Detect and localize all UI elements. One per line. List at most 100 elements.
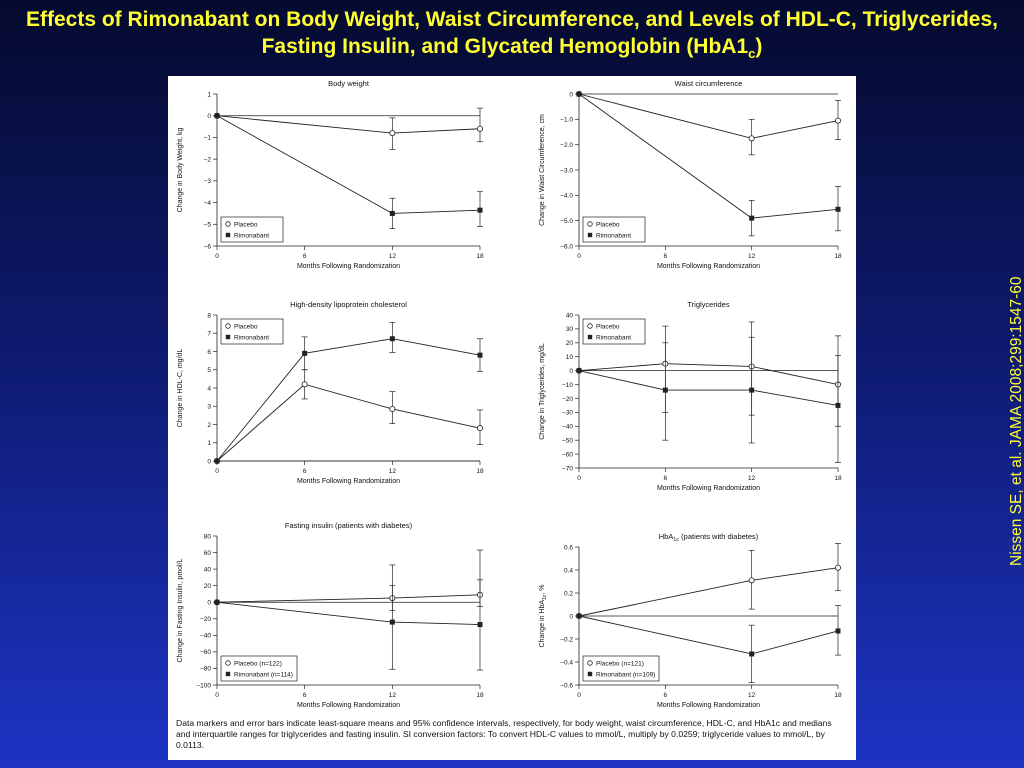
legend: Placebo Rimonabant xyxy=(582,318,646,345)
data-point-placebo xyxy=(835,564,842,571)
y-tick-label: 80 xyxy=(204,533,212,540)
figure-footnote: Data markers and error bars indicate lea… xyxy=(176,718,832,750)
figure-panel: Body weight −6 −5 −4 −3 −2 −1 0 1 0 6 12 18 Months Fo… xyxy=(168,76,856,760)
chart-1: Body weight −6 −5 −4 −3 −2 −1 0 1 0 6 12 18 Months Fo… xyxy=(177,79,484,270)
slide-title-end: ) xyxy=(755,35,763,58)
y-tick-label: −30 xyxy=(562,410,573,417)
y-tick-label: −40 xyxy=(562,424,573,431)
x-tick-label: 18 xyxy=(476,692,484,699)
data-point-rimonabant xyxy=(835,628,841,634)
legend-label: Placebo (n=121) xyxy=(596,660,644,667)
data-point-rimonabant xyxy=(214,113,220,119)
data-point-rimonabant xyxy=(749,215,755,221)
legend-marker-rimonabant xyxy=(587,671,593,677)
y-tick-label: −2 xyxy=(204,156,212,163)
data-point-rimonabant xyxy=(576,91,582,97)
y-tick-label: 0.4 xyxy=(564,567,573,574)
series-line-placebo xyxy=(578,567,839,617)
chart-6: HbA1c (patients with diabetes) −0.6 −0.4 −0… xyxy=(539,532,842,709)
x-tick-label: 18 xyxy=(834,692,842,699)
chart-3: High-density lipoprotein cholesterol 0 12 3… xyxy=(177,300,484,485)
y-tick-label: −100 xyxy=(196,682,211,689)
data-point-rimonabant xyxy=(214,599,220,605)
chart-title: Body weight xyxy=(328,79,370,88)
y-tick-label: −80 xyxy=(200,666,211,673)
y-tick-label: −40 xyxy=(200,633,211,640)
legend-box xyxy=(582,655,660,682)
y-tick-label: −6 xyxy=(204,243,212,250)
y-axis-label: Change in Fasting Insulin, pmol/L xyxy=(177,558,184,662)
data-point-rimonabant xyxy=(389,619,395,625)
y-tick-label: 7 xyxy=(207,331,211,338)
slide-title-text: Effects of Rimonabant on Body Weight, Wa… xyxy=(26,8,998,58)
x-tick-label: 18 xyxy=(834,253,842,260)
y-axis-label: Change in Waist Circumference, cm xyxy=(539,114,546,226)
data-point-placebo xyxy=(301,381,308,388)
data-point-placebo xyxy=(389,405,396,412)
x-tick-label: 12 xyxy=(389,692,397,699)
data-point-rimonabant xyxy=(389,210,395,216)
y-axis-label: Change in HDL-C, mg/dL xyxy=(177,349,184,428)
x-tick-label: 0 xyxy=(215,253,219,260)
y-tick-label: −0.4 xyxy=(560,659,573,666)
y-tick-label: −20 xyxy=(200,616,211,623)
legend-label: Rimonabant xyxy=(234,334,269,341)
legend-marker-rimonabant xyxy=(225,232,231,238)
x-tick-label: 6 xyxy=(664,253,668,260)
chart-title: Triglycerides xyxy=(687,300,729,309)
legend: Placebo Rimonabant xyxy=(582,216,646,243)
y-tick-label: −70 xyxy=(562,465,573,472)
series-line-rimonabant xyxy=(578,93,839,219)
data-point-placebo xyxy=(748,135,755,142)
data-point-rimonabant xyxy=(389,336,395,342)
data-point-rimonabant xyxy=(477,622,483,628)
y-tick-label: 5 xyxy=(207,367,211,374)
legend-marker-placebo xyxy=(587,323,593,329)
y-tick-label: 40 xyxy=(204,566,212,573)
x-tick-label: 12 xyxy=(748,692,756,699)
series-line-placebo xyxy=(216,115,481,134)
y-tick-label: 0.2 xyxy=(564,590,573,597)
y-tick-label: −50 xyxy=(562,437,573,444)
series-line-placebo xyxy=(216,594,481,603)
legend: Placebo Rimonabant xyxy=(220,216,284,243)
y-tick-label: 0 xyxy=(207,600,211,607)
legend-label: Rimonabant xyxy=(596,232,631,239)
data-point-rimonabant xyxy=(302,350,308,356)
legend-label: Placebo xyxy=(234,323,258,330)
data-point-rimonabant xyxy=(576,613,582,619)
y-tick-label: 0 xyxy=(207,113,211,120)
legend-label: Rimonabant (n=109) xyxy=(596,671,655,678)
y-tick-label: −0.6 xyxy=(560,682,573,689)
y-tick-label: −1 xyxy=(204,135,212,142)
y-tick-label: −0.2 xyxy=(560,636,573,643)
y-tick-label: −6.0 xyxy=(560,243,573,250)
legend: Placebo Rimonabant xyxy=(220,318,284,345)
y-tick-label: 1 xyxy=(207,91,211,98)
y-tick-label: −3.0 xyxy=(560,167,573,174)
y-tick-label: −2.0 xyxy=(560,142,573,149)
y-tick-label: −60 xyxy=(562,451,573,458)
y-tick-label: 0 xyxy=(207,458,211,465)
y-tick-label: 3 xyxy=(207,404,211,411)
y-tick-label: 20 xyxy=(204,583,212,590)
x-axis-label: Months Following Randomization xyxy=(297,263,400,270)
y-tick-label: 0 xyxy=(569,368,573,375)
x-tick-label: 12 xyxy=(389,468,397,475)
legend-box xyxy=(220,318,284,345)
y-tick-label: −5.0 xyxy=(560,218,573,225)
y-tick-label: 60 xyxy=(204,550,212,557)
legend-box xyxy=(582,216,646,243)
chart-4: Triglycerides −70 −60 −50 −40 −30 −20 −10 0 10 20 3… xyxy=(539,300,842,492)
legend: Placebo (n=121) Rimonabant (n=109) xyxy=(582,655,660,682)
series-line-rimonabant xyxy=(216,601,481,626)
series-line-placebo xyxy=(578,93,839,139)
citation: Nissen SE, et al. JAMA 2008;299:1547-60 xyxy=(1008,276,1024,566)
y-axis-label-rest: , % xyxy=(539,585,546,595)
chart-title: High-density lipoprotein cholesterol xyxy=(290,300,407,309)
y-tick-label: 8 xyxy=(207,312,211,319)
data-point-placebo xyxy=(389,130,396,137)
data-point-rimonabant xyxy=(662,387,668,393)
legend-label: Placebo (n=122) xyxy=(234,660,282,667)
x-tick-label: 18 xyxy=(476,253,484,260)
